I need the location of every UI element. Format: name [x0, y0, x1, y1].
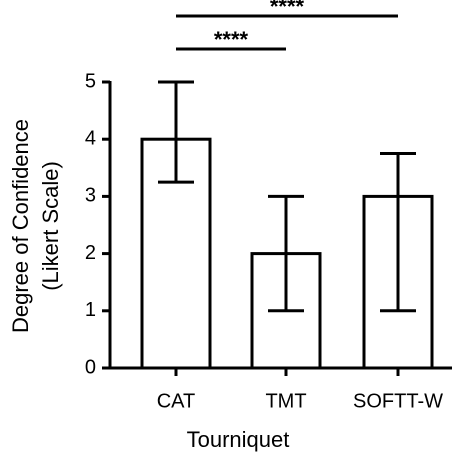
y-axis-title: Degree of Confidence — [8, 119, 33, 333]
x-tick-label: SOFTT-W — [353, 390, 443, 412]
y-tick-label: 5 — [85, 70, 96, 92]
y-tick-label: 4 — [85, 127, 96, 149]
x-axis-title: Tourniquet — [187, 427, 290, 452]
y-tick-label: 2 — [85, 242, 96, 264]
x-tick-label: CAT — [157, 390, 196, 412]
significance-label: **** — [214, 27, 249, 52]
significance-label: **** — [270, 0, 305, 19]
x-tick-label: TMT — [265, 390, 306, 412]
y-axis-title: (Likert Scale) — [38, 161, 63, 291]
y-tick-label: 1 — [85, 299, 96, 321]
y-tick-label: 3 — [85, 185, 96, 207]
y-tick-label: 0 — [85, 356, 96, 378]
